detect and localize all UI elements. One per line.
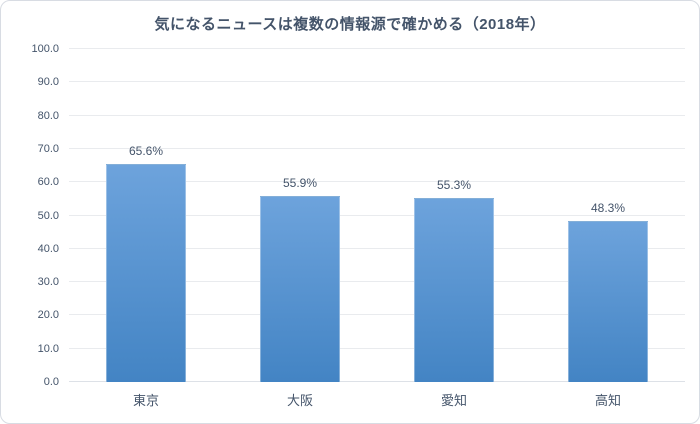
- chart-title: 気になるニュースは複数の情報源で確かめる（2018年）: [154, 16, 546, 33]
- y-tick-label-80.0: 80.0: [37, 109, 59, 122]
- bar-大阪: [260, 195, 340, 382]
- bar-cell-大阪: 55.9%: [223, 49, 377, 382]
- y-tick-label-10.0: 10.0: [37, 342, 59, 355]
- x-tick-label-愛知: 愛知: [440, 393, 467, 408]
- y-tick-label-60.0: 60.0: [37, 176, 59, 189]
- y-tick-label-70.0: 70.0: [37, 142, 59, 155]
- gridline-40.0: [69, 247, 685, 249]
- data-label-東京: 65.6%: [128, 143, 164, 158]
- gridline-80.0: [69, 114, 685, 116]
- bars-row: 65.6% 55.9% 55.3% 48.3%: [69, 49, 685, 382]
- y-tick-label-30.0: 30.0: [37, 276, 59, 289]
- y-tick-label-0.0: 0.0: [43, 376, 59, 388]
- gridline-100.0: [69, 48, 685, 49]
- gridline-50.0: [69, 214, 685, 216]
- bar-cell-高知: 48.3%: [531, 49, 685, 382]
- gridline-60.0: [69, 181, 685, 183]
- gridline-70.0: [69, 147, 685, 149]
- y-axis-labels: 0.0 10.0 20.0 30.0 40.0 50.0 60.0 70.0 80.0 90.0 1…: [1, 43, 59, 388]
- data-label-大阪: 55.9%: [282, 175, 318, 190]
- plot-area: 65.6% 55.9% 55.3% 48.3%: [69, 48, 685, 382]
- x-axis-labels: 東京 大阪 愛知 高知: [69, 390, 685, 409]
- gridline-10.0: [69, 347, 685, 349]
- bar-東京: [106, 163, 186, 382]
- gridline-20.0: [69, 314, 685, 316]
- bar-cell-東京: 65.6%: [69, 49, 223, 382]
- x-tick-label-高知: 高知: [594, 393, 621, 408]
- x-tick-label-大阪: 大阪: [286, 393, 313, 408]
- x-tick-label-東京: 東京: [132, 393, 159, 408]
- y-tick-label-40.0: 40.0: [37, 242, 59, 255]
- y-tick-label-20.0: 20.0: [37, 309, 59, 322]
- y-tick-label-90.0: 90.0: [37, 76, 59, 89]
- y-tick-label-50.0: 50.0: [37, 209, 59, 222]
- bar-cell-愛知: 55.3%: [377, 49, 531, 382]
- bar-高知: [568, 221, 648, 382]
- gridline-90.0: [69, 81, 685, 83]
- gridline-0.0: [69, 381, 685, 382]
- gridline-30.0: [69, 281, 685, 283]
- bar-愛知: [414, 197, 494, 382]
- y-tick-label-100.0: 100.0: [31, 43, 59, 55]
- data-label-愛知: 55.3%: [436, 177, 472, 192]
- data-label-高知: 48.3%: [590, 201, 626, 216]
